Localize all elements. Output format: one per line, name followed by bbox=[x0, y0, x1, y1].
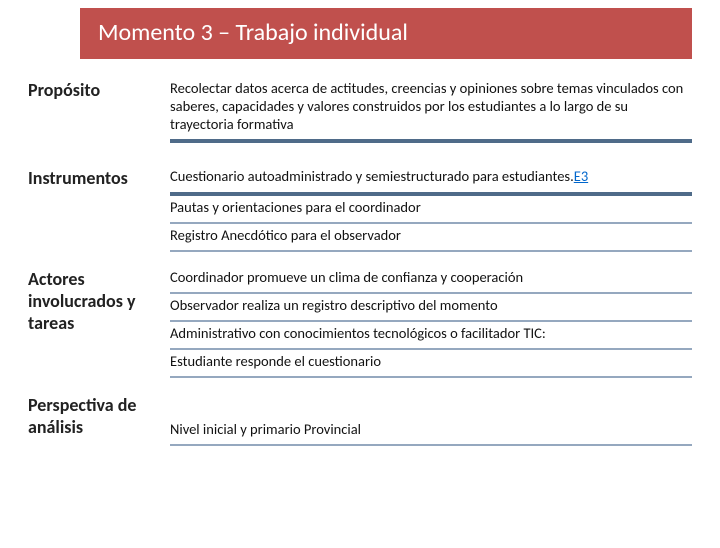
section-perspectiva: Perspectiva de análisis Nivel inicial y … bbox=[28, 392, 692, 446]
text-proposito: Recolectar datos acerca de actitudes, cr… bbox=[170, 77, 692, 143]
link-e3[interactable]: E3 bbox=[574, 167, 588, 185]
text-perspectiva: Nivel inicial y primario Provincial bbox=[170, 418, 692, 446]
page-title: Momento 3 – Trabajo individual bbox=[98, 18, 674, 47]
actores-line-3: Administrativo con conocimientos tecnoló… bbox=[170, 322, 692, 350]
section-actores: Actores involucrados y tareas Coordinado… bbox=[28, 266, 692, 379]
section-proposito: Propósito Recolectar datos acerca de act… bbox=[28, 77, 692, 143]
instrumentos-line-1: Cuestionario autoadministrado y semiestr… bbox=[170, 165, 692, 195]
actores-line-1: Coordinador promueve un clima de confian… bbox=[170, 266, 692, 294]
label-proposito: Propósito bbox=[28, 77, 170, 101]
instrumentos-line-3: Registro Anecdótico para el observador bbox=[170, 224, 692, 252]
content-area: Propósito Recolectar datos acerca de act… bbox=[28, 77, 692, 446]
section-instrumentos: Instrumentos Cuestionario autoadministra… bbox=[28, 165, 692, 251]
instrumentos-line-2: Pautas y orientaciones para el coordinad… bbox=[170, 196, 692, 224]
label-actores: Actores involucrados y tareas bbox=[28, 266, 170, 334]
title-bar: Momento 3 – Trabajo individual bbox=[80, 8, 692, 59]
label-instrumentos: Instrumentos bbox=[28, 165, 170, 189]
instrumentos-line-1-text: Cuestionario autoadministrado y semiestr… bbox=[170, 167, 574, 185]
label-perspectiva: Perspectiva de análisis bbox=[28, 392, 170, 438]
actores-line-2: Observador realiza un registro descripti… bbox=[170, 294, 692, 322]
actores-line-4: Estudiante responde el cuestionario bbox=[170, 350, 692, 378]
